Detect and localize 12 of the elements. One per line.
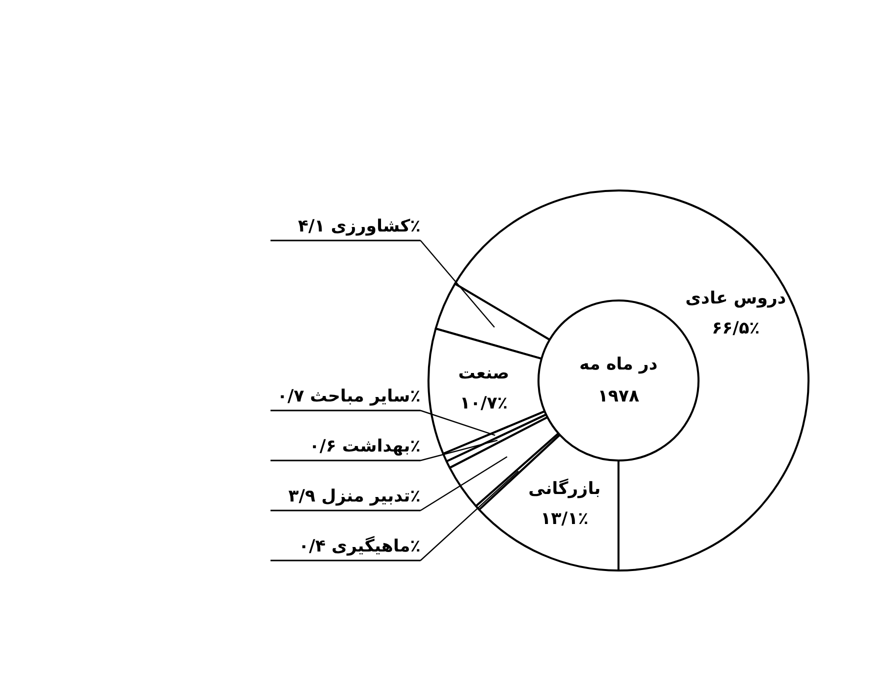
text: در ماه مه ۱۹۷۸ bbox=[579, 354, 658, 406]
data-label: ۱۰/۷٪ bbox=[460, 394, 508, 414]
data-label: ۱۳/۱٪ bbox=[540, 509, 588, 530]
slice-label: ماهیگیری ۰/۴٪ bbox=[298, 536, 421, 556]
data-label: ۶۶/۵٪ bbox=[712, 318, 760, 339]
slice-label: بازرگانی bbox=[528, 478, 601, 500]
slice-label: دروس عادی bbox=[685, 288, 786, 309]
slice-label: تدبیر منزل ۳/۹٪ bbox=[288, 486, 421, 506]
slice-label: کشاورزی ۴/۱٪ bbox=[298, 216, 421, 236]
slice-label: سایر مباحث ۰/۷٪ bbox=[277, 386, 421, 406]
slice-label: بهداشت ۰/۶٪ bbox=[309, 436, 421, 456]
slice-label: صنعت bbox=[458, 364, 510, 384]
